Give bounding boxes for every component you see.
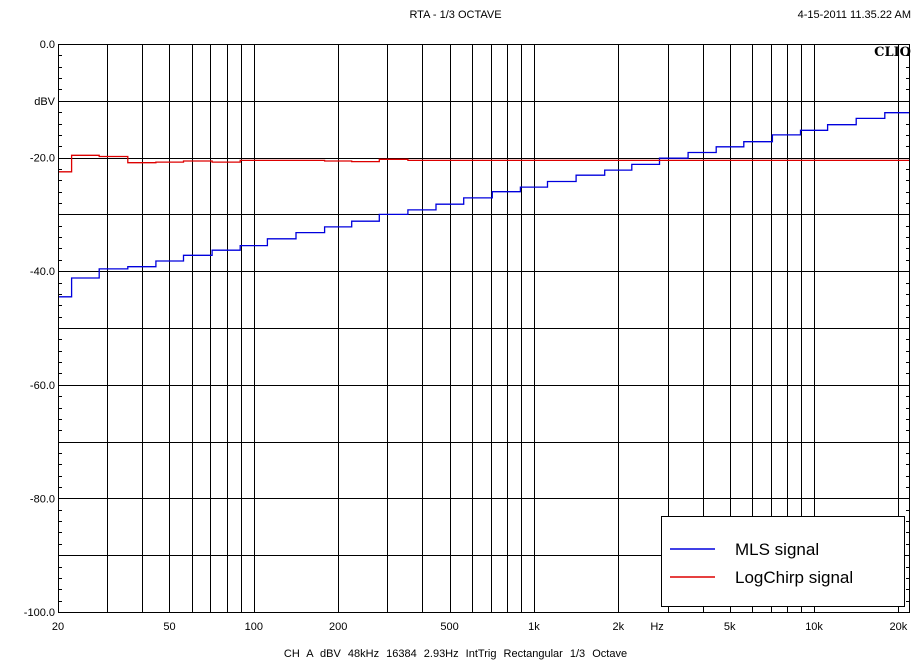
axis-labels: dBV 0.0 -20.0 -40.0 -60.0 -80.0 -100.0 20 50 100 2… xyxy=(24,39,908,633)
x-axis-unit: Hz xyxy=(650,621,663,633)
series-lines xyxy=(58,112,910,298)
y-axis-title: dBV xyxy=(34,96,55,108)
x-tick-label: 10k xyxy=(805,621,823,633)
y-tick-label: -20.0 xyxy=(30,153,55,165)
y-tick-label: -40.0 xyxy=(30,266,55,278)
x-tick-label: 5k xyxy=(724,621,736,633)
y-tick-label: -80.0 xyxy=(30,493,55,505)
legend-box xyxy=(661,516,905,607)
x-tick-label: 20k xyxy=(890,621,908,633)
series-line-0 xyxy=(58,112,910,298)
x-tick-label: 500 xyxy=(440,621,458,633)
timestamp: 4-15-2011 11.35.22 AM xyxy=(797,9,911,21)
x-tick-label: 2k xyxy=(612,621,624,633)
x-tick-label: 100 xyxy=(245,621,263,633)
x-tick-label: 200 xyxy=(329,621,347,633)
chart-title: RTA - 1/3 OCTAVE xyxy=(409,9,502,21)
series-line-1 xyxy=(58,154,910,173)
legend-label-1: LogChirp signal xyxy=(735,568,853,587)
legend-label-0: MLS signal xyxy=(735,540,819,559)
y-tick-label: 0.0 xyxy=(40,39,55,51)
brand-logo: CLIO xyxy=(874,45,911,60)
acquisition-settings: CH A dBV 48kHz 16384 2.93Hz IntTrig Rect… xyxy=(283,648,628,660)
x-tick-label: 1k xyxy=(528,621,540,633)
legend: MLS signal LogChirp signal xyxy=(661,516,905,607)
x-tick-label: 20 xyxy=(52,621,64,633)
plot-frame xyxy=(58,44,910,613)
x-tick-label: 50 xyxy=(163,621,175,633)
y-tick-label: -100.0 xyxy=(24,607,55,619)
y-tick-label: -60.0 xyxy=(30,380,55,392)
